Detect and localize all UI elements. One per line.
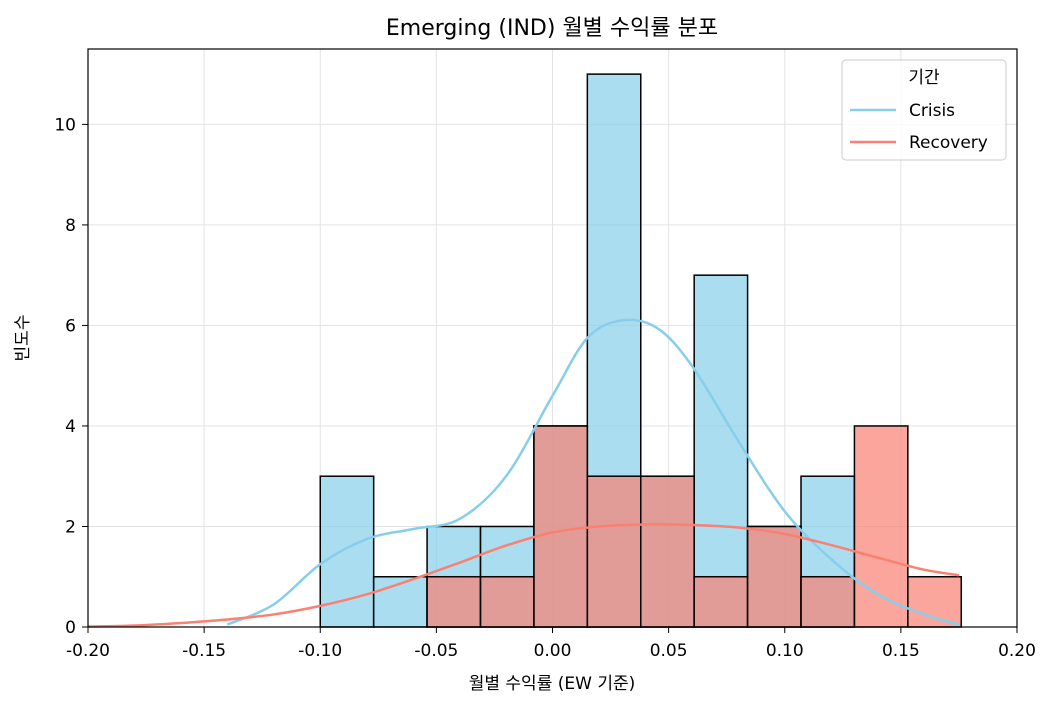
y-tick-label: 10	[54, 115, 76, 135]
x-tick-label: 0.20	[998, 641, 1036, 661]
x-axis-label: 월별 수익률 (EW 기준)	[469, 674, 636, 694]
legend-label-recovery: Recovery	[909, 133, 988, 153]
x-tick-label: 0.10	[766, 641, 804, 661]
x-tick-label: 0.00	[534, 641, 572, 661]
y-tick-label: 2	[65, 517, 76, 537]
bar-recovery	[693, 575, 749, 628]
bar-recovery	[907, 575, 963, 628]
y-tick-label: 4	[65, 417, 76, 437]
chart-title: Emerging (IND) 월별 수익률 분포	[386, 16, 718, 41]
bar-recovery	[800, 575, 856, 628]
bar-recovery	[586, 475, 642, 628]
kde-curves	[87, 318, 960, 628]
bar-recovery	[853, 425, 909, 628]
bar-crisis	[319, 475, 375, 628]
x-tick-label: 0.05	[650, 641, 688, 661]
bar-recovery	[426, 575, 482, 628]
x-tick-label: -0.10	[298, 641, 342, 661]
kde-line-crisis	[226, 318, 960, 626]
bar-recovery	[746, 525, 802, 628]
axis-ticks: -0.20 -0.15 -0.10 -0.05 0.00 0.05 0.10 0.15 0.20…	[54, 115, 1036, 661]
y-tick-label: 6	[65, 316, 76, 336]
histogram-bars	[319, 73, 963, 628]
bar-recovery	[479, 575, 535, 628]
x-tick-label: -0.20	[66, 641, 110, 661]
kde-line-recovery	[87, 523, 960, 628]
x-tick-label: -0.05	[414, 641, 458, 661]
legend: 기간 Crisis Recovery	[841, 59, 1007, 161]
y-tick-label: 8	[65, 216, 76, 236]
bar-recovery	[533, 425, 589, 628]
x-tick-label: -0.15	[182, 641, 226, 661]
legend-box	[841, 59, 1007, 161]
bar-recovery	[640, 475, 695, 628]
y-axis-label: 빈도수	[13, 315, 33, 362]
bar-crisis	[693, 274, 749, 628]
legend-title: 기간	[908, 68, 940, 88]
legend-label-crisis: Crisis	[909, 101, 955, 121]
x-tick-label: 0.15	[882, 641, 920, 661]
y-tick-label: 0	[65, 618, 76, 638]
